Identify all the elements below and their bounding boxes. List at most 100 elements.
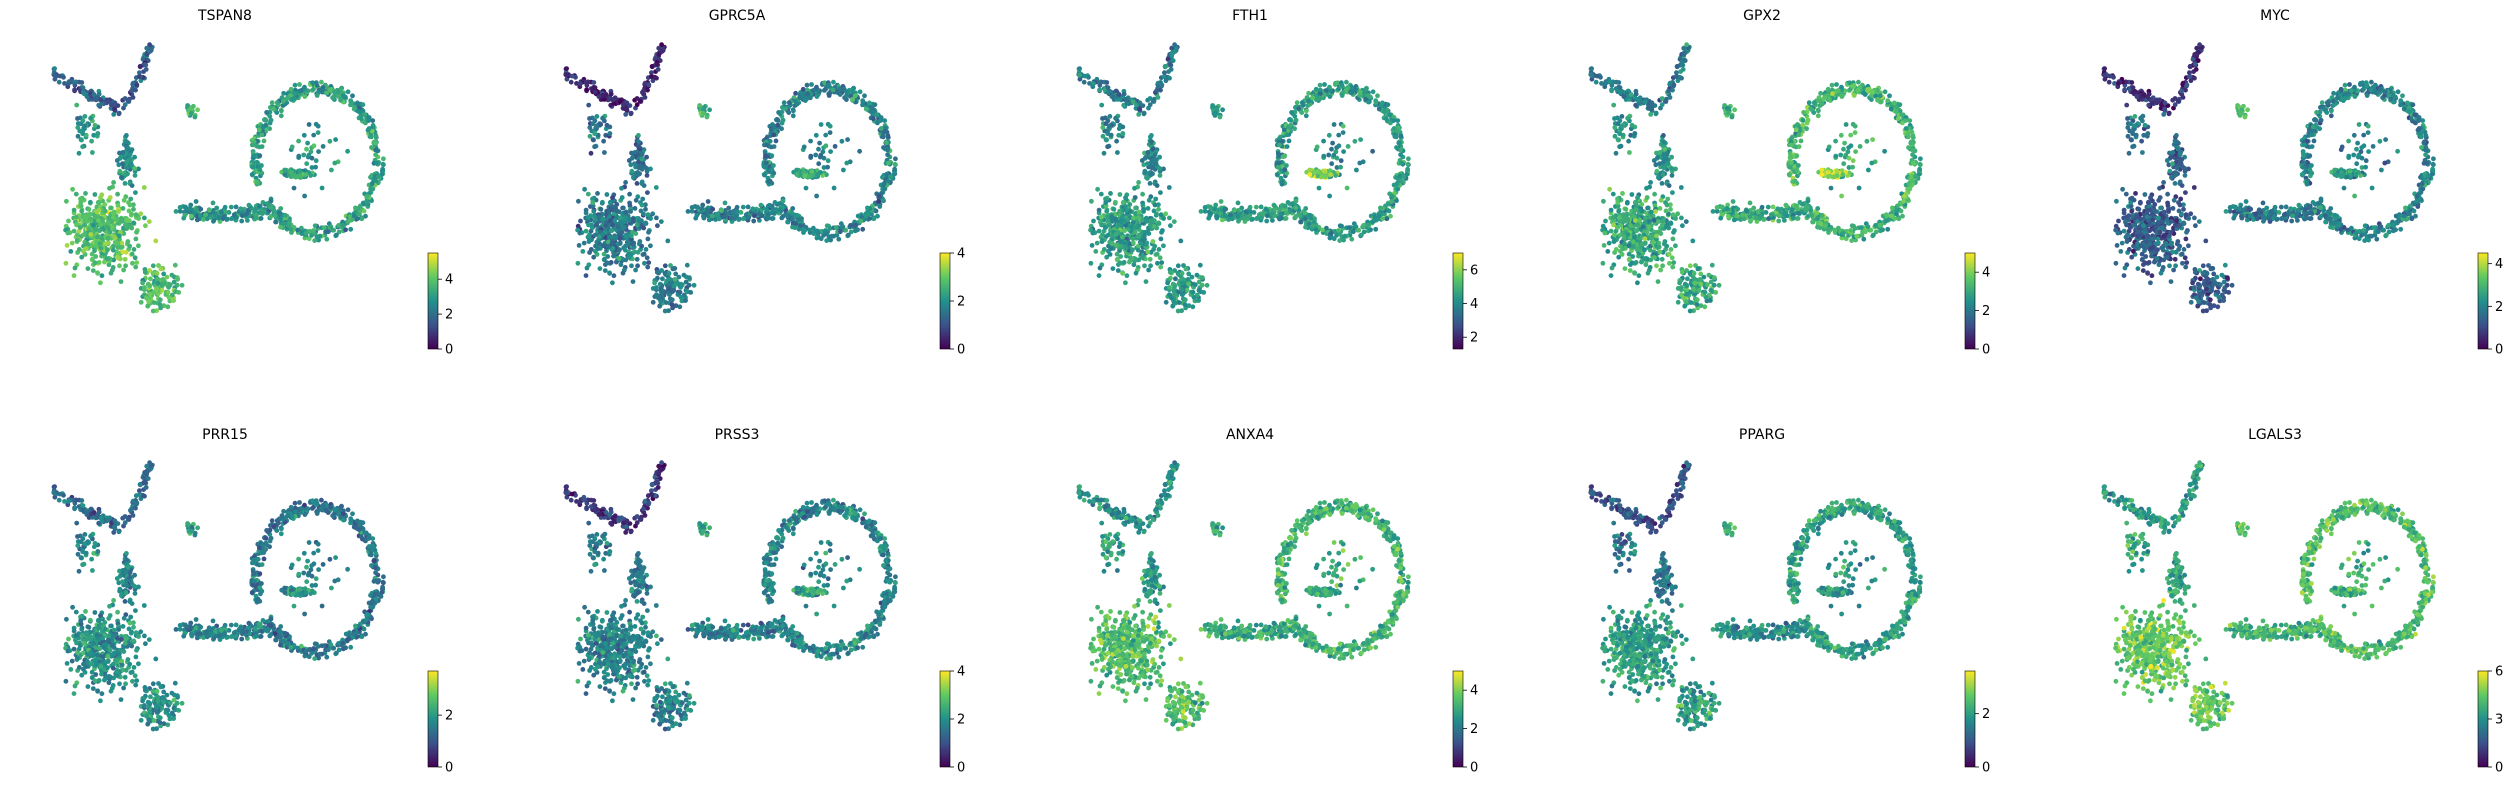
cell-point — [643, 206, 648, 212]
cell-point — [797, 95, 802, 101]
cell-point — [1136, 180, 1141, 185]
cell-point — [123, 159, 129, 165]
cell-point — [1088, 260, 1094, 266]
cell-point — [564, 66, 569, 71]
cell-point — [700, 110, 706, 116]
cell-point — [628, 111, 634, 117]
cell-point — [246, 202, 252, 208]
cell-point — [126, 208, 132, 214]
cell-point — [1311, 223, 1316, 229]
cell-point — [1690, 238, 1696, 244]
cell-point — [1303, 113, 1309, 119]
cell-point — [80, 85, 86, 90]
cell-point — [1381, 109, 1387, 114]
cell-point — [818, 152, 824, 158]
cell-point — [604, 260, 610, 266]
cell-point — [639, 202, 645, 208]
cell-point — [117, 263, 122, 269]
cell-point — [617, 240, 623, 246]
cell-point — [79, 208, 85, 214]
cell-point — [273, 219, 278, 225]
cell-point — [604, 122, 610, 128]
cell-point — [780, 117, 786, 123]
cell-point — [373, 147, 378, 153]
cell-point — [111, 180, 116, 185]
cell-point — [74, 214, 79, 220]
cell-point — [844, 89, 850, 95]
cell-point — [1099, 237, 1105, 243]
cell-point — [794, 212, 800, 218]
cell-point — [187, 206, 193, 212]
cell-point — [635, 172, 641, 178]
cell-point — [141, 185, 147, 190]
cell-point — [1336, 228, 1341, 233]
cell-point — [146, 219, 152, 225]
cell-point — [1314, 144, 1320, 150]
cell-point — [91, 92, 97, 97]
cell-point — [263, 118, 269, 123]
cell-point — [158, 266, 164, 272]
cell-point — [624, 100, 630, 106]
cell-point — [133, 87, 138, 93]
cell-point — [74, 102, 80, 108]
cell-point — [1329, 146, 1334, 152]
cell-point — [643, 220, 649, 226]
cell-point — [607, 131, 613, 137]
cell-point — [93, 254, 99, 259]
cell-point — [360, 102, 366, 108]
cell-point — [656, 295, 661, 301]
cell-point — [129, 88, 134, 94]
cell-point — [94, 243, 99, 249]
cell-point — [1395, 118, 1401, 123]
cell-point — [1148, 172, 1154, 178]
cell-point — [584, 265, 590, 271]
cell-point — [229, 216, 235, 222]
cell-point — [75, 133, 81, 139]
cell-point — [98, 195, 103, 201]
cell-point — [281, 221, 287, 227]
cell-point — [124, 165, 130, 171]
cell-point — [329, 167, 334, 173]
cell-point — [824, 223, 830, 229]
cell-point — [1121, 218, 1126, 224]
cell-point — [1175, 308, 1181, 314]
cell-point — [783, 106, 789, 112]
cell-point — [88, 216, 94, 222]
cell-point — [85, 241, 90, 247]
cell-point — [1142, 263, 1147, 269]
cell-point — [1149, 139, 1154, 145]
cell-point — [1147, 222, 1153, 228]
cell-point — [848, 223, 853, 228]
cell-point — [619, 229, 625, 235]
cell-point — [592, 214, 597, 220]
cell-point — [259, 210, 264, 216]
cell-point — [707, 107, 712, 113]
cell-point — [316, 149, 321, 155]
panel-tspan8: TSPAN8 024 — [51, 8, 453, 358]
cell-point — [1386, 208, 1392, 214]
cell-point — [106, 215, 111, 221]
cell-point — [157, 297, 163, 303]
cell-point — [96, 91, 102, 97]
cell-point — [846, 232, 851, 238]
cell-point — [794, 167, 800, 173]
cell-point — [609, 228, 615, 234]
cell-point — [594, 114, 600, 119]
cell-point — [161, 303, 167, 309]
cell-point — [590, 121, 596, 127]
cell-point — [704, 114, 710, 120]
cell-point — [167, 282, 173, 288]
cell-point — [1105, 214, 1110, 220]
cell-point — [1127, 202, 1133, 207]
cell-point — [351, 106, 357, 112]
cell-point — [1198, 209, 1204, 214]
cell-point — [1397, 140, 1402, 146]
panel-gprc5a: GPRC5A 024 — [563, 8, 965, 358]
cell-point — [107, 185, 112, 191]
cell-point — [274, 110, 280, 115]
cell-point — [94, 239, 99, 245]
cell-point — [331, 227, 337, 233]
cell-point — [130, 95, 136, 100]
cell-point — [1158, 212, 1164, 218]
cell-point — [1106, 223, 1112, 228]
